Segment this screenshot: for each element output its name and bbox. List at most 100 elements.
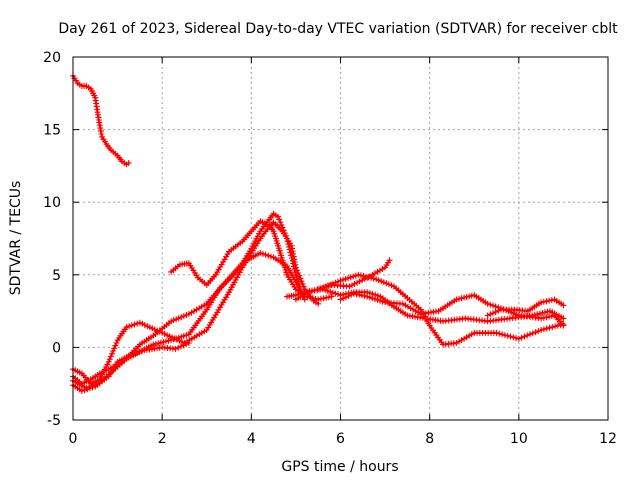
data-point [345,293,352,299]
data-point [527,331,533,338]
data-point [560,315,567,322]
data-point [348,291,355,298]
data-point [290,250,297,257]
data-point [291,259,298,266]
data-point [458,295,465,302]
data-point [337,296,344,303]
data-point [265,252,272,259]
data-point [289,245,295,252]
data-point [298,278,305,285]
data-point [170,336,177,343]
data-point [292,264,299,271]
data-point [325,282,332,289]
data-point [97,125,104,132]
data-point [386,257,393,264]
data-point [521,333,528,340]
data-point [515,335,522,342]
data-point [113,339,120,346]
data-point [355,271,362,278]
data-point [123,324,130,331]
data-point [267,253,274,260]
data-point [463,334,470,341]
data-point [259,250,266,257]
data-point [560,322,567,329]
data-point [180,333,187,339]
data-point [463,294,470,300]
data-point [175,334,182,341]
x-tick-label: 8 [425,431,434,447]
data-point [543,314,550,321]
data-point [364,274,371,281]
data-point [504,332,511,339]
data-point [510,334,517,341]
data-point [495,307,502,314]
data-point [297,275,304,282]
x-tick-label: 2 [158,431,167,447]
y-tick-label: 0 [52,340,61,356]
data-point [458,337,465,344]
data-point [487,311,494,318]
data-point [524,332,531,339]
data-point [320,295,327,302]
data-point [492,303,499,310]
data-point [328,293,335,300]
data-point [549,324,556,331]
data-point [180,313,187,320]
data-point [369,295,376,302]
y-tick-label: -5 [47,413,61,429]
data-point [340,295,347,302]
data-point [543,325,550,332]
data-point [499,331,506,338]
data-point [311,287,318,294]
data-point [360,273,367,279]
data-point [172,345,179,352]
data-point [540,314,547,321]
x-tick-label: 6 [336,431,345,447]
data-point [490,310,496,317]
series-track-9 [315,257,393,293]
data-point [214,269,221,276]
y-axis-label: SDTVAR / TECUs [8,181,24,296]
data-point [356,278,363,285]
data-point [484,300,491,307]
data-point [296,272,303,279]
data-point [257,250,264,256]
data-point [375,277,382,284]
data-point [374,296,381,303]
data-point [170,317,177,324]
data-point [548,297,555,304]
data-point [323,283,330,290]
data-point [306,289,313,296]
data-point [345,275,352,282]
data-point [350,290,357,297]
data-point [484,312,491,319]
data-point [317,295,324,302]
data-point [538,299,545,306]
data-point [380,279,387,286]
data-point [361,293,368,299]
data-point [276,216,283,223]
data-point [453,296,460,303]
data-point [136,349,142,355]
data-point [134,320,141,327]
data-point [375,292,381,299]
data-point [81,387,88,394]
data-point [513,335,519,341]
data-point [185,340,192,346]
data-point [214,309,221,316]
data-point [510,310,517,317]
data-point [155,340,162,347]
data-point [128,322,135,329]
data-point [138,348,145,355]
series-track-1 [70,72,132,168]
data-point [490,302,496,309]
x-tick-label: 10 [510,431,528,447]
data-point [370,275,377,282]
data-point [175,315,182,322]
data-point [165,337,172,344]
data-point [540,326,547,333]
data-point [78,388,85,394]
data-point [130,350,137,357]
data-point [535,328,542,335]
